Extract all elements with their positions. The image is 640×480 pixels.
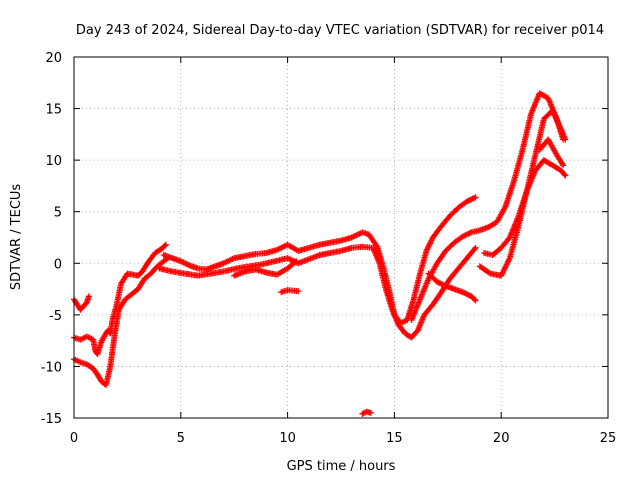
axis-ticks <box>73 56 609 419</box>
data-point <box>472 244 479 251</box>
y-tick-label: 15 <box>45 103 62 118</box>
data-point <box>472 194 479 201</box>
data-point <box>561 171 568 178</box>
series-track-d <box>160 194 479 327</box>
data-point <box>162 241 169 248</box>
y-tick-label: 0 <box>54 257 62 272</box>
data-point <box>472 297 479 304</box>
data-point <box>471 246 478 253</box>
y-tick-label: 5 <box>54 206 62 221</box>
plot-frame <box>73 56 609 419</box>
series-track-h <box>359 408 374 417</box>
data-point <box>295 288 302 295</box>
x-axis-label: GPS time / hours <box>287 459 396 474</box>
series-track-b <box>71 241 169 358</box>
data-point <box>562 136 569 143</box>
series-track-f <box>231 258 300 279</box>
y-tick-label: -15 <box>41 412 62 427</box>
data-point <box>291 259 298 266</box>
series-track-e <box>156 243 479 341</box>
data-point <box>161 242 168 249</box>
series-track-l <box>481 157 569 259</box>
y-tick-label: 10 <box>45 154 62 169</box>
series-track-j <box>425 270 479 304</box>
x-tick-label: 0 <box>70 431 78 446</box>
y-tick-label: -10 <box>41 360 62 375</box>
data-point <box>367 409 374 416</box>
data-point <box>471 296 478 303</box>
y-tick-label: -5 <box>49 309 62 324</box>
x-tick-label: 5 <box>177 431 185 446</box>
series-track-c <box>71 255 171 388</box>
x-tick-label: 25 <box>600 431 617 446</box>
data-point <box>560 162 567 169</box>
x-tick-label: 15 <box>386 431 403 446</box>
data-point <box>85 293 92 300</box>
y-tick-label: 20 <box>45 51 62 66</box>
y-tick-labels: -15 -10 -5 0 5 10 15 20 <box>41 51 62 427</box>
series-track-g <box>278 287 302 296</box>
series-track-a <box>71 293 92 313</box>
data-point <box>562 172 569 179</box>
series-track-m <box>536 136 567 169</box>
y-axis-label: SDTVAR / TECUs <box>9 184 24 291</box>
chart-title: Day 243 of 2024, Sidereal Day-to-day VTE… <box>76 23 604 38</box>
x-tick-label: 10 <box>279 431 296 446</box>
data-point <box>486 269 493 276</box>
data-point <box>293 258 300 265</box>
x-tick-label: 20 <box>493 431 510 446</box>
data-points <box>71 90 569 417</box>
x-tick-labels: 0 5 10 15 20 25 <box>70 431 616 446</box>
